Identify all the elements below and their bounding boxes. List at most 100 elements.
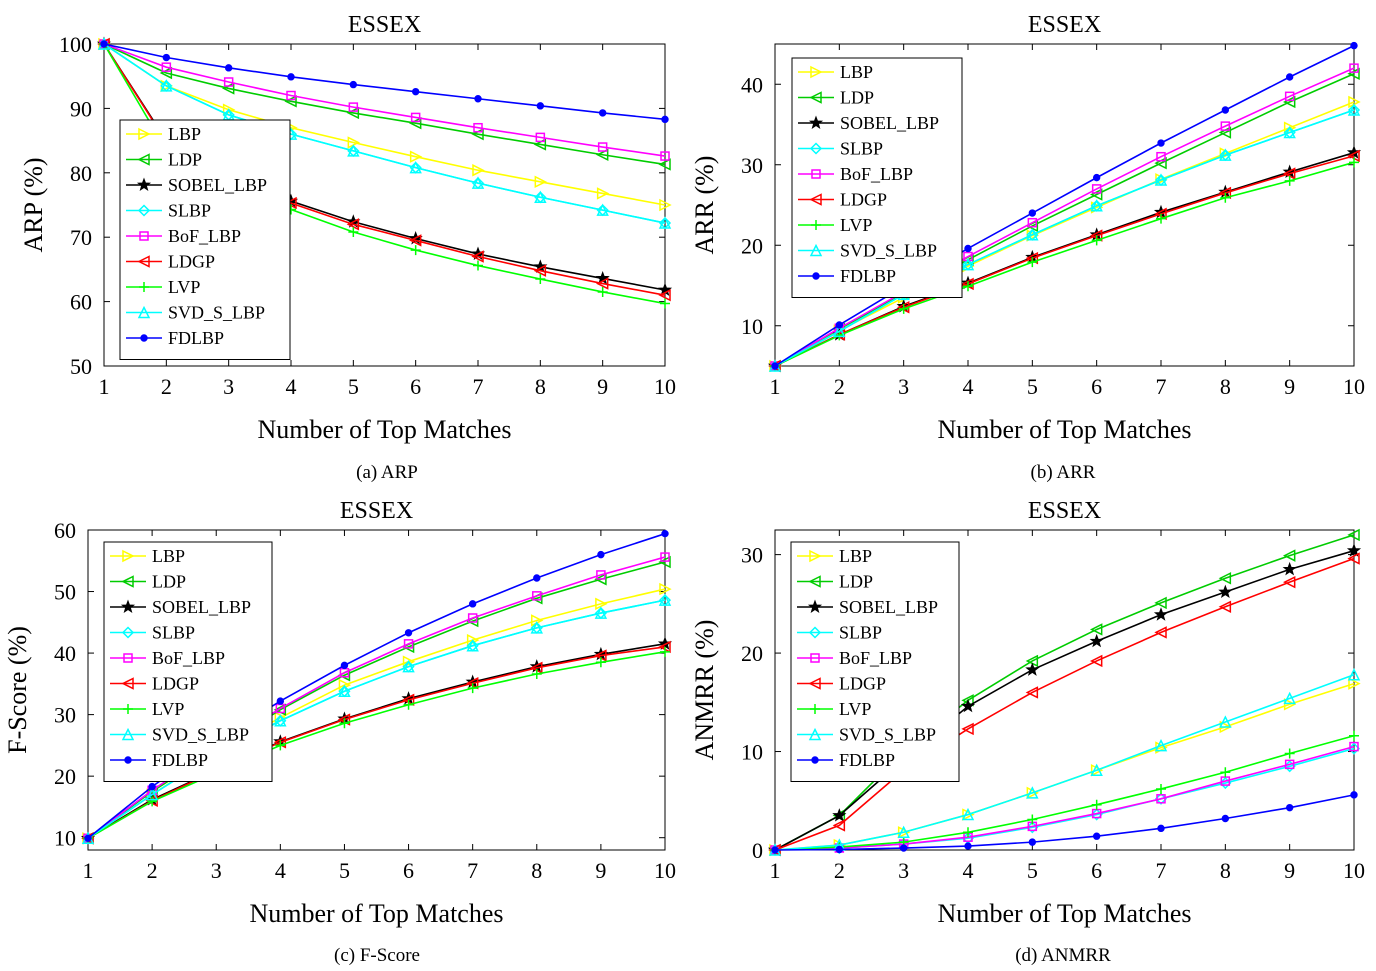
data-point bbox=[410, 112, 421, 123]
series-fdlbp bbox=[100, 40, 669, 124]
data-point bbox=[536, 102, 545, 110]
data-point bbox=[1156, 151, 1166, 162]
data-point bbox=[147, 796, 158, 807]
data-point bbox=[962, 808, 975, 821]
data-point bbox=[964, 244, 972, 253]
data-point bbox=[533, 574, 541, 582]
y-tick-label: 50 bbox=[70, 354, 92, 379]
chart-panel-3: 1 2 3 4 5 6 7 8 9 10 10 20 30 40 50 60 ESSEX Number of To… bbox=[3, 498, 676, 966]
legend-swatch-marker bbox=[807, 599, 823, 614]
legend-swatch-marker bbox=[808, 727, 822, 741]
data-point bbox=[1347, 528, 1360, 542]
chart-panel-1: 1 2 3 4 5 6 7 8 9 10 50 60 70 80 90 100 ESSEX Number of T… bbox=[19, 12, 676, 483]
legend-swatch-marker bbox=[808, 677, 821, 690]
x-tick-label: 9 bbox=[1284, 858, 1295, 883]
data-point bbox=[1348, 677, 1361, 690]
x-tick-label: 3 bbox=[223, 374, 234, 399]
legend-swatch-marker bbox=[809, 193, 822, 206]
legend: LBP LDP SOBEL_LBP SLBP BoF_LBP LDGP LVP SVD_S_L… bbox=[791, 57, 963, 298]
data-point bbox=[467, 613, 478, 623]
chart-title: ESSEX bbox=[1028, 12, 1101, 38]
x-tick-label: 5 bbox=[339, 858, 350, 883]
data-point bbox=[658, 216, 672, 229]
data-point bbox=[595, 657, 606, 668]
x-tick-label: 10 bbox=[1343, 374, 1365, 399]
series-line bbox=[774, 735, 1355, 851]
x-tick-label: 8 bbox=[535, 374, 546, 399]
data-point bbox=[1027, 814, 1038, 825]
chart-panel-2: 1 2 3 4 5 6 7 8 9 10 10 20 30 40 ESSEX Number of Top Ma… bbox=[690, 12, 1365, 483]
legend-swatch-marker bbox=[137, 153, 150, 166]
series-line bbox=[103, 43, 666, 121]
data-point bbox=[1025, 686, 1039, 699]
x-tick-label: 6 bbox=[403, 858, 414, 883]
x-tick-label: 2 bbox=[834, 374, 845, 399]
series-line bbox=[774, 745, 1355, 851]
data-point bbox=[961, 807, 975, 821]
data-point bbox=[1283, 125, 1296, 139]
legend-swatch-marker bbox=[808, 575, 821, 588]
legend-entry: FDLBP bbox=[152, 750, 208, 770]
data-point bbox=[832, 808, 847, 822]
data-point bbox=[771, 362, 779, 370]
legend-swatch-marker bbox=[810, 704, 820, 714]
data-point bbox=[660, 646, 670, 657]
data-point bbox=[148, 782, 156, 791]
data-point bbox=[1157, 139, 1165, 147]
y-tick-label: 30 bbox=[741, 153, 763, 178]
series-fdlbp bbox=[771, 791, 1358, 854]
data-point bbox=[1156, 783, 1166, 794]
x-tick-label: 7 bbox=[1156, 374, 1167, 399]
data-point bbox=[1154, 738, 1168, 752]
data-point bbox=[1346, 543, 1362, 557]
data-point bbox=[1347, 552, 1360, 565]
data-point bbox=[402, 659, 415, 673]
legend-entry: LDP bbox=[839, 572, 873, 592]
legend-swatch-marker bbox=[812, 272, 820, 280]
data-point bbox=[1349, 157, 1359, 168]
x-tick-label: 7 bbox=[467, 858, 478, 883]
legend-entry: BoF_LBP bbox=[839, 648, 912, 668]
data-point bbox=[349, 80, 358, 89]
x-tick-label: 3 bbox=[898, 858, 909, 883]
data-point bbox=[1284, 748, 1295, 759]
data-point bbox=[84, 834, 92, 843]
data-point bbox=[532, 591, 542, 601]
data-point bbox=[1090, 763, 1103, 776]
x-tick-label: 9 bbox=[595, 858, 606, 883]
data-point bbox=[1153, 607, 1169, 621]
y-axis-label: ANMRR (%) bbox=[690, 620, 719, 761]
data-point bbox=[835, 321, 844, 329]
x-tick-label: 1 bbox=[83, 858, 94, 883]
x-tick-label: 4 bbox=[275, 858, 286, 883]
x-tick-label: 9 bbox=[1284, 374, 1295, 399]
x-tick-label: 7 bbox=[473, 374, 484, 399]
chart-title: ESSEX bbox=[348, 12, 421, 38]
legend-swatch-marker bbox=[121, 575, 134, 588]
series-line bbox=[87, 643, 666, 839]
series-line bbox=[774, 73, 1355, 367]
data-point bbox=[403, 699, 414, 710]
data-point bbox=[411, 87, 420, 96]
data-point bbox=[660, 552, 670, 562]
data-point bbox=[1349, 63, 1359, 73]
x-tick-label: 2 bbox=[147, 858, 158, 883]
data-point bbox=[160, 79, 173, 92]
legend-entry: SLBP bbox=[152, 623, 195, 643]
data-point bbox=[223, 77, 234, 87]
legend-swatch-marker bbox=[810, 65, 823, 79]
data-point bbox=[224, 64, 233, 72]
data-point bbox=[274, 714, 287, 727]
x-tick-label: 10 bbox=[654, 374, 676, 399]
y-tick-label: 20 bbox=[54, 764, 76, 789]
legend-swatch-marker bbox=[121, 626, 135, 639]
series-lvp bbox=[770, 157, 1359, 371]
data-point bbox=[833, 324, 846, 338]
legend-swatch-marker bbox=[140, 334, 148, 342]
data-point bbox=[348, 227, 359, 238]
legend-swatch-marker bbox=[808, 115, 824, 130]
y-tick-label: 10 bbox=[741, 740, 763, 765]
legend-entry: LVP bbox=[152, 699, 184, 719]
data-point bbox=[1091, 184, 1102, 194]
data-point bbox=[1154, 596, 1167, 610]
